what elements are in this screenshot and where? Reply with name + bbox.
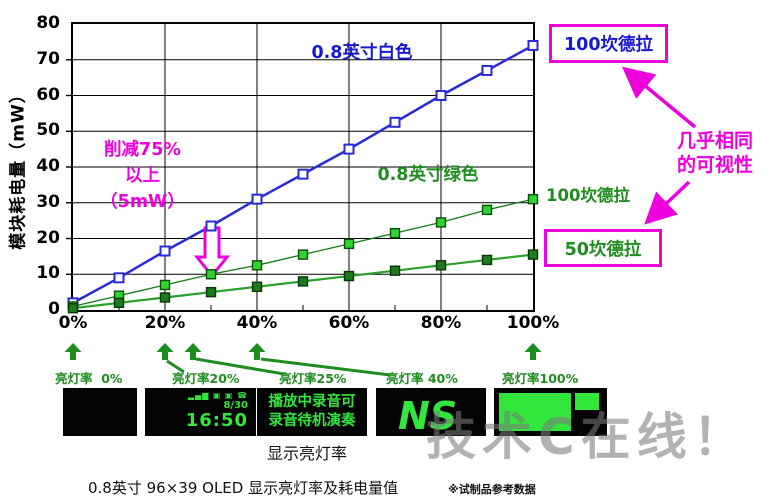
- x-tick-label: 0%: [58, 313, 88, 333]
- marker-s1: [297, 249, 309, 260]
- oled-display-40pct: NS: [376, 388, 486, 438]
- marker-s2: [435, 260, 447, 271]
- x-tick-label: 100%: [506, 313, 560, 333]
- y-tick-label: 10: [36, 263, 60, 284]
- y-tick-label: 70: [36, 48, 60, 69]
- lit-area-corner: [575, 393, 599, 410]
- marker-s2: [389, 265, 401, 276]
- reduction-annotation: 削减75% 以上 （5mW）: [90, 137, 195, 215]
- reduction-line1: 削减75%: [104, 140, 181, 160]
- figure-caption-note: ※试制品参考数据: [448, 483, 536, 496]
- display-date: 8/30: [223, 400, 248, 411]
- x-axis-title: 显示亮灯率: [267, 444, 348, 463]
- lighting-label-25: 亮灯率25%: [279, 371, 347, 386]
- marker-s0: [481, 64, 493, 76]
- marker-s1: [481, 204, 493, 216]
- up-arrow-icon: [524, 343, 542, 360]
- reduction-line2: 以上: [125, 166, 160, 186]
- marker-s1: [159, 279, 171, 291]
- y-tick-label: 80: [36, 13, 60, 33]
- visibility-annotation: 几乎相同 的可视性: [662, 129, 768, 177]
- callout-50cd-green: 50坎德拉: [544, 229, 662, 267]
- marker-s0: [527, 39, 539, 51]
- lighting-label-20: 亮灯率20%: [172, 371, 240, 386]
- marker-s2: [251, 281, 263, 292]
- status-icons: ▂▄▆ ▣ ▣ ☎: [187, 391, 248, 400]
- display-time: 16:50: [185, 410, 248, 431]
- marker-s0: [343, 143, 355, 155]
- oled-display-100pct: [494, 388, 607, 436]
- marker-s0: [251, 193, 263, 205]
- y-tick-label: 40: [36, 156, 60, 176]
- x-tick-label: 60%: [328, 313, 370, 333]
- marker-s1: [251, 260, 263, 271]
- x-tick-label: 40%: [236, 313, 278, 333]
- y-tick-label: 20: [36, 227, 60, 248]
- display-text-line1: 播放中录音可: [268, 394, 356, 410]
- ns-logo-text: NS: [398, 394, 457, 438]
- up-arrow-icon: [64, 343, 82, 360]
- reduction-arrow-icon: [193, 226, 231, 279]
- visibility-arrow-top-icon: [621, 66, 697, 129]
- marker-s2: [113, 297, 125, 309]
- visibility-line2: 的可视性: [676, 154, 753, 176]
- marker-s0: [159, 245, 171, 257]
- y-tick-label: 0: [48, 299, 60, 319]
- visibility-line1: 几乎相同: [676, 130, 753, 152]
- callout-100cd-white: 100坎德拉: [549, 24, 668, 63]
- x-tick-label: 20%: [144, 313, 186, 333]
- y-tick-label: 60: [36, 84, 60, 105]
- series-label-white: 0.8英寸白色: [311, 43, 413, 63]
- callout-100cd-green: 100坎德拉: [546, 186, 630, 205]
- lighting-label-40: 亮灯率 40%: [386, 371, 458, 386]
- up-arrow-icon: [248, 343, 266, 360]
- marker-s2: [481, 254, 493, 266]
- marker-s0: [389, 116, 401, 128]
- lighting-label-0: 亮灯率 0%: [55, 371, 123, 386]
- lighting-label-100: 亮灯率100%: [502, 371, 579, 386]
- y-tick-label: 50: [36, 120, 60, 141]
- y-tick-label: 30: [36, 191, 60, 212]
- series-label-green: 0.8英寸绿色: [377, 165, 479, 185]
- display-text-line2: 录音待机演奏: [268, 413, 356, 429]
- marker-s2: [67, 303, 79, 314]
- x-tick-label: 80%: [420, 313, 462, 333]
- marker-s1: [343, 238, 355, 250]
- watermark: 技术C在线！: [426, 408, 749, 466]
- up-arrow-icon: [184, 343, 202, 360]
- marker-s0: [297, 168, 309, 180]
- marker-s1: [205, 269, 217, 280]
- oled-display-25pct: 播放中录音可 录音待机演奏: [257, 388, 367, 436]
- marker-s2: [159, 292, 171, 303]
- marker-s0: [205, 220, 217, 232]
- plot-border: [71, 22, 535, 312]
- marker-s2: [343, 270, 355, 282]
- ns-logo-icon: NS: [398, 394, 457, 438]
- oled-display-20pct: ▂▄▆ ▣ ▣ ☎ 8/30 16:50: [145, 388, 256, 436]
- visibility-arrow-bottom-icon: [644, 180, 691, 225]
- oled-display-0pct: [63, 388, 137, 436]
- figure-caption: 0.8英寸 96×39 OLED 显示亮灯率及耗电量值: [88, 479, 399, 497]
- plot-lines-svg: [67, 24, 539, 314]
- marker-s0: [113, 272, 125, 284]
- lit-area: [499, 393, 571, 431]
- marker-s1: [527, 193, 539, 205]
- marker-s1: [435, 217, 447, 228]
- marker-s1: [389, 227, 401, 239]
- marker-s2: [527, 249, 539, 260]
- marker-s0: [435, 90, 447, 101]
- up-arrow-icon: [156, 343, 174, 360]
- marker-s2: [297, 276, 309, 287]
- reduction-line3: （5mW）: [100, 192, 185, 212]
- marker-s2: [205, 286, 217, 298]
